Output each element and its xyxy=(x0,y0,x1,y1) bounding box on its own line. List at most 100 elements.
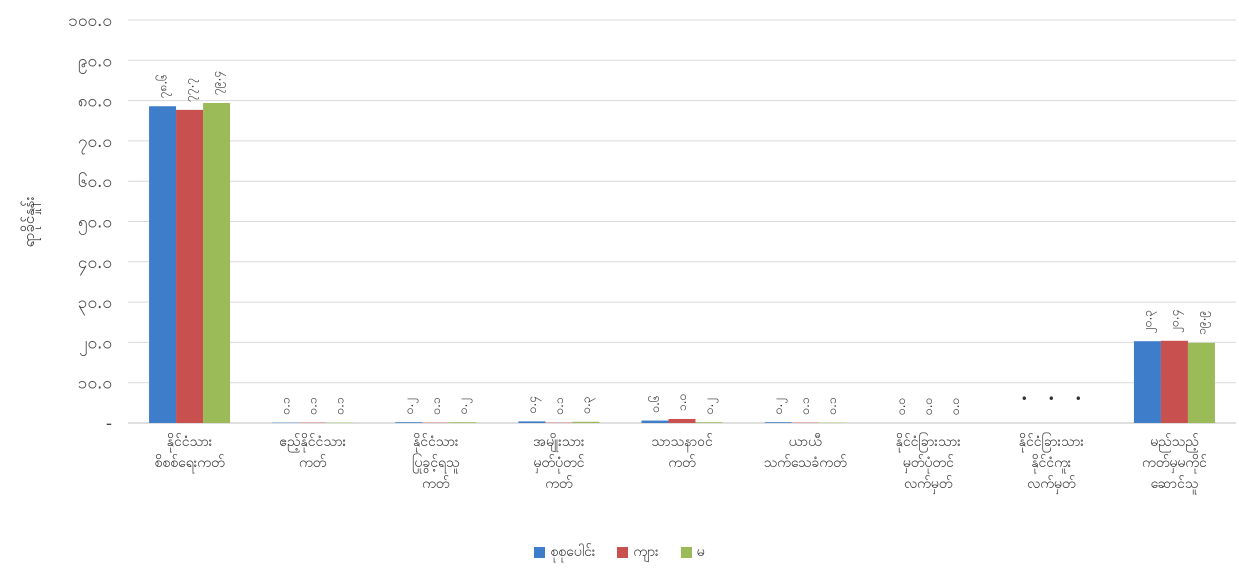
x-category-line: ယာယီ xyxy=(789,434,822,450)
bars xyxy=(149,103,1215,423)
data-label: ၀.၁ xyxy=(552,397,566,414)
bar xyxy=(641,420,669,423)
x-category-label: နိုင်ငံခြားသားမှတ်ပုံတင်လက်မှတ် xyxy=(896,433,962,494)
y-tick-label: ၉၀.၀ xyxy=(78,51,112,74)
x-category-line: နိုင်ငံကူး xyxy=(1031,455,1071,473)
y-tick-label: ၄၀.၀ xyxy=(78,253,112,276)
gridlines xyxy=(128,19,1236,424)
y-tick-label: ၆၀.၀ xyxy=(78,171,112,192)
bar xyxy=(668,418,696,423)
data-label: ၀.၀ xyxy=(894,398,908,415)
legend-item: ကျား xyxy=(617,542,659,563)
legend-swatch xyxy=(617,546,629,558)
bar xyxy=(395,422,423,423)
data-label: ၀.၆ xyxy=(647,395,662,412)
y-axis-label: ရာခိုင်နှုန်း xyxy=(20,196,41,247)
y-tick-label: ၁၀၀.၀ xyxy=(68,11,112,31)
x-axis-categories: နိုင်ငံသားစိစစ်ရေးကတ်ဧည့်နိုင်ငံသားကတ်နိ… xyxy=(154,433,1207,494)
bar xyxy=(764,422,792,423)
x-category-label: နိုင်ငံခြားသားနိုင်ငံကူးလက်မှတ် xyxy=(1019,433,1085,494)
data-label: • xyxy=(1075,392,1082,406)
legend-label: ကျား xyxy=(633,543,659,560)
bar xyxy=(449,422,477,423)
data-label: ၁.၀ xyxy=(675,394,689,411)
data-label: • xyxy=(1048,392,1055,406)
bar xyxy=(1160,340,1188,423)
x-category-line: သက်သေခံကတ် xyxy=(764,455,847,471)
bar-chart: - ၁၀.၀ ၂၀.၀ ၃၀.၀ ၄၀.၀ ၅၀.၀ ၆၀.၀ ၇၀.၀ ၈၀.၀ ၉၀.၀ ၁၀၀… xyxy=(20,11,1236,494)
x-category-line: မည်သည့် xyxy=(1150,434,1199,452)
x-category-line: ကတ် xyxy=(299,455,327,471)
legend-item: စုစုပေါင်း xyxy=(534,542,595,563)
data-label: ၁၉.၉ xyxy=(1194,311,1211,335)
data-label: ၀.၂ xyxy=(402,398,419,414)
y-tick-label: ၃၀.၀ xyxy=(78,293,112,316)
legend-swatch xyxy=(534,546,546,558)
x-category-line: နိုင်ငံခြားသား xyxy=(1019,433,1085,452)
bar xyxy=(695,422,723,423)
legend-swatch xyxy=(680,546,692,558)
data-label: ၇၈.၆ xyxy=(155,74,173,98)
x-category-line: စိစစ်ရေးကတ် xyxy=(154,455,225,473)
data-label: ၀.၂ xyxy=(771,398,788,414)
data-label: ၀.၁ xyxy=(279,397,293,414)
x-category-label: နိုင်ငံသားပြုခွင့်ရသူကတ် xyxy=(412,434,460,492)
data-label: ၀.၁ xyxy=(798,397,812,414)
x-category-line: ဆောင်သူ xyxy=(1151,476,1199,494)
x-category-line: နိုင်ငံသား xyxy=(167,434,213,452)
x-category-line: လက်မှတ် xyxy=(904,476,953,494)
y-tick-label: ၁၀.၀ xyxy=(78,374,112,394)
x-category-line: ကတ် xyxy=(668,455,696,471)
data-label: ၀.၁ xyxy=(825,397,839,414)
x-category-label: ယာယီသက်သေခံကတ် xyxy=(764,434,847,471)
bar xyxy=(1133,341,1161,423)
bar xyxy=(572,421,600,423)
bar xyxy=(176,109,204,423)
data-label: ၀.၁ xyxy=(429,397,443,414)
bar xyxy=(149,106,177,423)
data-label: • xyxy=(1021,392,1028,406)
bar xyxy=(1187,342,1215,423)
x-category-line: နိုင်ငံသား xyxy=(413,434,459,452)
x-category-line: မှတ်ပုံတင် xyxy=(903,455,954,473)
data-label: ၇၇.၇ xyxy=(183,78,200,102)
data-labels: ၇၈.၆ ၇၇.၇ ၇၉.၄၀.၁ ၀.၁ ၀.၁ ၀.၂ ၀.၁ ၀.၂ ၀.၄ ၀.၁ ၀.၃ ၀… xyxy=(155,71,1212,415)
x-category-line: ကတ်မှမကိုင် xyxy=(1142,455,1207,473)
x-category-line: နိုင်ငံခြားသား xyxy=(896,433,962,452)
data-label: ၀.၄ xyxy=(525,396,542,413)
legend-item: မ xyxy=(680,542,705,563)
y-tick-label: ၈၀.၀ xyxy=(78,92,112,112)
data-label: ၂၀.၄ xyxy=(1167,310,1184,333)
x-category-line: အမျိုးသား xyxy=(533,434,585,452)
data-label: ၇၉.၄ xyxy=(210,71,227,95)
data-label: ၀.၂ xyxy=(456,398,473,414)
x-category-line: ကတ် xyxy=(545,476,573,492)
x-category-line: ဧည့်နိုင်ငံသား xyxy=(279,434,346,452)
x-category-line: ကတ် xyxy=(422,476,450,492)
legend-label: မ xyxy=(696,543,705,560)
data-label: ၀.၀ xyxy=(921,398,935,415)
data-label: ၀.၃ xyxy=(579,396,596,413)
x-category-label: ဧည့်နိုင်ငံသားကတ် xyxy=(279,434,346,471)
bar xyxy=(203,103,231,423)
bar xyxy=(518,421,546,423)
y-axis-ticks: - ၁၀.၀ ၂၀.၀ ၃၀.၀ ၄၀.၀ ၅၀.၀ ၆၀.၀ ၇၀.၀ ၈၀.၀ ၉၀.၀ ၁၀၀… xyxy=(68,11,112,434)
x-category-line: ပြုခွင့်ရသူ xyxy=(412,454,460,473)
x-category-label: မည်သည့်ကတ်မှမကိုင်ဆောင်သူ xyxy=(1142,434,1207,494)
data-label: ၀.၂ xyxy=(702,398,719,414)
data-label: ၂၀.၃ xyxy=(1140,310,1157,333)
data-label: ၀.၁ xyxy=(333,397,347,414)
data-label: ၀.၁ xyxy=(306,397,320,414)
x-category-line: သာသနာဝင် xyxy=(651,434,713,452)
legend-label: စုစုပေါင်း xyxy=(550,543,596,560)
x-category-label: အမျိုးသားမှတ်ပုံတင်ကတ် xyxy=(533,434,585,492)
x-category-label: သာသနာဝင်ကတ် xyxy=(651,434,713,471)
x-category-label: နိုင်ငံသားစိစစ်ရေးကတ် xyxy=(154,434,225,473)
data-label: ၀.၀ xyxy=(948,398,962,415)
y-tick-label: ၂၀.၀ xyxy=(79,333,112,356)
legend: စုစုပေါင်း ကျား မ xyxy=(0,540,1239,564)
y-tick-label: - xyxy=(106,414,112,434)
x-category-line: လက်မှတ် xyxy=(1027,476,1076,494)
y-tick-label: ၅၀.၀ xyxy=(78,213,112,236)
y-tick-label: ၇၀.၀ xyxy=(78,132,112,155)
